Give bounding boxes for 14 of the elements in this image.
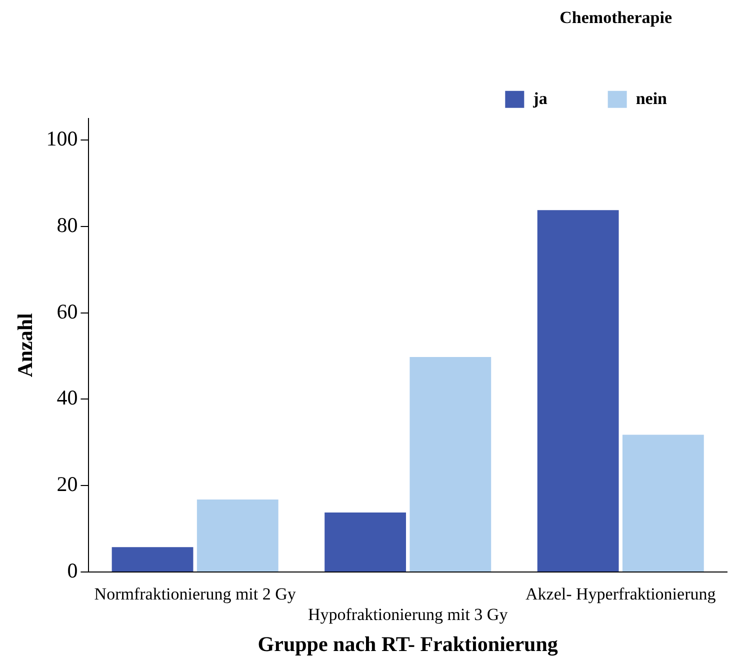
legend-label: nein: [636, 88, 668, 108]
x-tick-label: Hypofraktionierung mit 3 Gy: [308, 605, 508, 624]
y-tick-label: 100: [46, 126, 78, 151]
y-axis-title: Anzahl: [13, 312, 38, 378]
legend-title: Chemotherapie: [560, 8, 672, 27]
y-tick-label: 20: [56, 472, 78, 496]
y-tick-label: 60: [56, 299, 78, 324]
y-tick-label: 40: [56, 386, 78, 410]
x-axis-title: Gruppe nach RT- Fraktionierung: [258, 632, 558, 656]
legend-label: ja: [532, 88, 548, 108]
x-tick-label: Akzel- Hyperfraktionierung: [526, 584, 716, 604]
y-tick-label: 80: [56, 212, 78, 237]
y-tick-label: 0: [67, 558, 78, 583]
x-tick-label: Normfraktionierung mit 2 Gy: [94, 584, 296, 604]
